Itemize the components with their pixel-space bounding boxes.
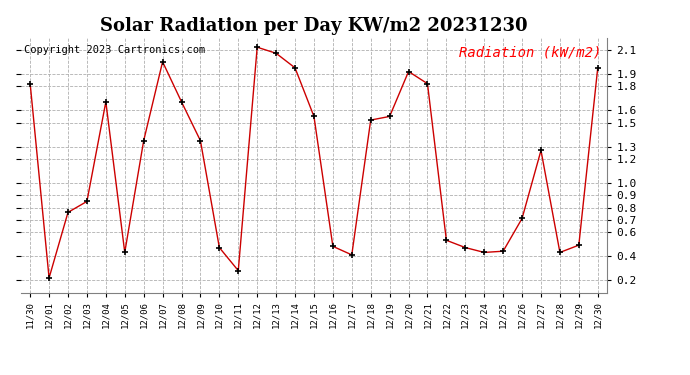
Text: Copyright 2023 Cartronics.com: Copyright 2023 Cartronics.com	[23, 45, 205, 55]
Title: Solar Radiation per Day KW/m2 20231230: Solar Radiation per Day KW/m2 20231230	[100, 16, 528, 34]
Text: Radiation (kW/m2): Radiation (kW/m2)	[459, 45, 602, 59]
